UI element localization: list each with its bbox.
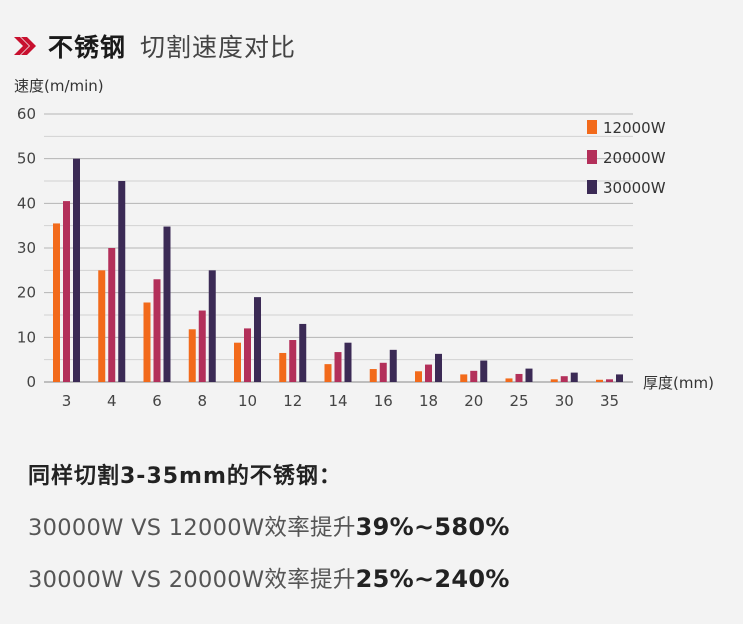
bar	[389, 349, 397, 382]
x-tick-label: 35	[600, 392, 619, 410]
summary-heading: 同样切割3-35mm的不锈钢：	[28, 464, 342, 489]
bar	[415, 371, 422, 382]
summary-line-20000: 30000W VS 20000W效率提升25%~240%	[28, 560, 728, 598]
summary-line-prefix: 30000W VS 12000W效率提升	[28, 515, 356, 541]
bar	[188, 329, 196, 382]
x-tick-label: 6	[152, 392, 162, 410]
bar	[369, 369, 377, 382]
legend-label: 20000W	[603, 149, 666, 167]
bar	[334, 352, 342, 382]
x-tick-label: 16	[374, 392, 393, 410]
x-tick-label: 10	[238, 392, 257, 410]
y-tick-label: 10	[17, 328, 36, 346]
x-tick-label: 12	[283, 392, 302, 410]
legend-swatch	[587, 120, 597, 134]
chevron-right-icon	[14, 37, 36, 55]
bar	[470, 370, 478, 382]
bar	[299, 323, 307, 382]
bar	[525, 368, 533, 382]
bar	[606, 379, 613, 382]
x-tick-label: 4	[107, 392, 117, 410]
chart-title-bold: 不锈钢	[48, 33, 127, 62]
chart-title-rest: 切割速度对比	[140, 33, 297, 62]
bar	[108, 248, 116, 382]
y-tick-label: 50	[17, 150, 36, 168]
bar	[570, 372, 578, 382]
summary-line-prefix: 30000W VS 20000W效率提升	[28, 567, 356, 593]
x-tick-label: 30	[555, 392, 574, 410]
x-tick-label: 14	[328, 392, 347, 410]
bar	[279, 352, 287, 382]
bar	[550, 379, 558, 382]
x-tick-label: 8	[197, 392, 207, 410]
legend-swatch	[587, 150, 597, 164]
x-tick-label: 3	[62, 392, 72, 410]
bar	[63, 201, 70, 382]
y-tick-label: 60	[17, 105, 36, 123]
bar	[73, 158, 80, 382]
bar	[560, 376, 568, 382]
header: 不锈钢 切割速度对比	[14, 26, 296, 66]
legend-swatch	[587, 180, 597, 194]
summary-line-highlight: 39%~580%	[355, 513, 510, 541]
x-tick-labels: 3 4 6 8 10 12 14 16 18 20 25 30 35	[62, 392, 619, 410]
bar	[289, 340, 297, 382]
x-tick-label: 18	[419, 392, 438, 410]
bar	[244, 328, 251, 382]
bar	[460, 374, 468, 382]
bars	[53, 158, 623, 382]
bar	[616, 374, 623, 382]
bar	[143, 302, 151, 382]
bar	[505, 378, 513, 382]
bar	[324, 364, 332, 382]
legend-label: 30000W	[603, 179, 666, 197]
legend-label: 12000W	[603, 119, 666, 137]
bar	[53, 223, 60, 382]
summary-line-highlight: 25%~240%	[355, 565, 510, 593]
summary-line-12000: 30000W VS 12000W效率提升39%~580%	[28, 508, 728, 546]
summary-block: 同样切割3-35mm的不锈钢： 30000W VS 12000W效率提升39%~…	[28, 458, 728, 598]
y-tick-label: 20	[17, 284, 36, 302]
speed-bar-chart: 速度(m/min) 0 10 20 30 40 50 60 3 4 6 8 10 12 14 16 18 20…	[14, 77, 714, 410]
bar	[208, 270, 216, 382]
bar	[480, 360, 488, 382]
bar	[153, 279, 161, 382]
y-tick-label: 40	[17, 194, 36, 212]
bar	[515, 373, 523, 382]
x-tick-label: 25	[509, 392, 528, 410]
bar	[344, 342, 352, 382]
bar	[425, 364, 432, 382]
y-axis-label: 速度(m/min)	[14, 77, 104, 95]
legend: 12000W 20000W 30000W	[587, 119, 666, 197]
grid-lines	[44, 113, 633, 383]
bar	[163, 226, 171, 382]
bar	[234, 342, 241, 382]
bar	[98, 270, 106, 382]
x-axis-label: 厚度(mm)	[643, 374, 714, 392]
y-tick-labels: 0 10 20 30 40 50 60	[17, 105, 36, 391]
bar	[254, 297, 261, 382]
bar	[118, 181, 126, 382]
bar	[198, 310, 206, 382]
y-tick-label: 0	[26, 373, 36, 391]
bar	[379, 362, 387, 382]
bar	[435, 353, 442, 382]
x-tick-label: 20	[464, 392, 483, 410]
bar	[596, 379, 603, 382]
y-tick-label: 30	[17, 239, 36, 257]
